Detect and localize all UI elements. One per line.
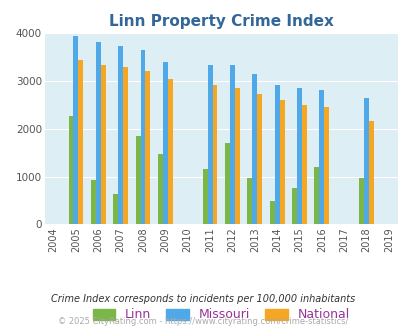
Title: Linn Property Crime Index: Linn Property Crime Index: [109, 14, 333, 29]
Bar: [358, 179, 363, 224]
Bar: [202, 169, 207, 224]
Bar: [269, 201, 274, 224]
Bar: [96, 42, 100, 224]
Bar: [167, 79, 173, 224]
Bar: [158, 153, 162, 224]
Bar: [145, 71, 150, 224]
Bar: [296, 88, 301, 224]
Bar: [68, 116, 73, 224]
Bar: [229, 65, 234, 224]
Text: © 2025 CityRating.com - https://www.cityrating.com/crime-statistics/: © 2025 CityRating.com - https://www.city…: [58, 317, 347, 326]
Bar: [135, 136, 140, 224]
Bar: [212, 85, 217, 224]
Bar: [78, 60, 83, 224]
Bar: [207, 65, 212, 224]
Bar: [113, 194, 118, 224]
Bar: [100, 65, 105, 224]
Bar: [301, 105, 306, 224]
Bar: [368, 120, 373, 224]
Bar: [319, 90, 324, 224]
Bar: [123, 67, 128, 224]
Bar: [252, 74, 257, 224]
Bar: [324, 107, 328, 224]
Legend: Linn, Missouri, National: Linn, Missouri, National: [87, 303, 354, 326]
Bar: [73, 36, 78, 224]
Bar: [292, 187, 296, 224]
Bar: [274, 85, 279, 224]
Bar: [279, 100, 284, 224]
Bar: [162, 62, 167, 224]
Bar: [363, 98, 368, 224]
Text: Crime Index corresponds to incidents per 100,000 inhabitants: Crime Index corresponds to incidents per…: [51, 294, 354, 304]
Bar: [140, 50, 145, 224]
Bar: [247, 178, 252, 224]
Bar: [118, 47, 123, 224]
Bar: [91, 181, 96, 224]
Bar: [224, 143, 229, 224]
Bar: [314, 167, 319, 224]
Bar: [234, 87, 239, 224]
Bar: [257, 94, 262, 224]
